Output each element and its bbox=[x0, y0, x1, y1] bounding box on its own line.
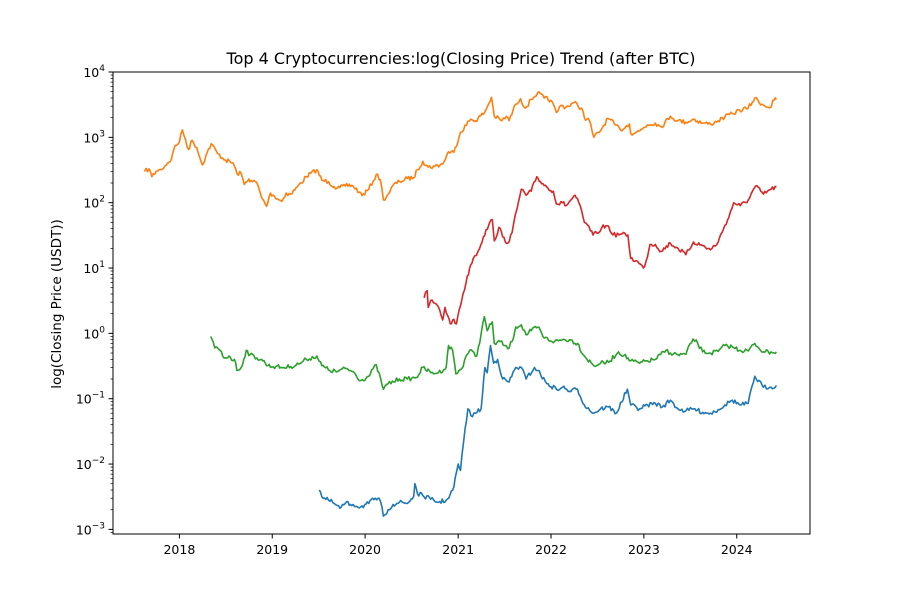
x-tick-label: 2022 bbox=[535, 542, 567, 557]
chart-title: Top 4 Cryptocurrencies:log(Closing Price… bbox=[226, 49, 696, 68]
series-line-3 bbox=[209, 315, 778, 390]
plot-frame bbox=[112, 71, 811, 535]
x-tick-label: 2024 bbox=[721, 542, 753, 557]
series-line-2 bbox=[423, 175, 777, 325]
x-tick-label: 2018 bbox=[163, 542, 195, 557]
x-tick-label: 2021 bbox=[442, 542, 474, 557]
series-line-4 bbox=[318, 344, 778, 517]
x-tick-label: 2020 bbox=[349, 542, 381, 557]
y-axis-label: log(Closing Price (USDT)) bbox=[49, 219, 65, 389]
series-line-1 bbox=[143, 91, 778, 208]
x-tick-label: 2019 bbox=[256, 542, 288, 557]
series-layer bbox=[143, 91, 778, 517]
x-tick-label: 2023 bbox=[628, 542, 660, 557]
